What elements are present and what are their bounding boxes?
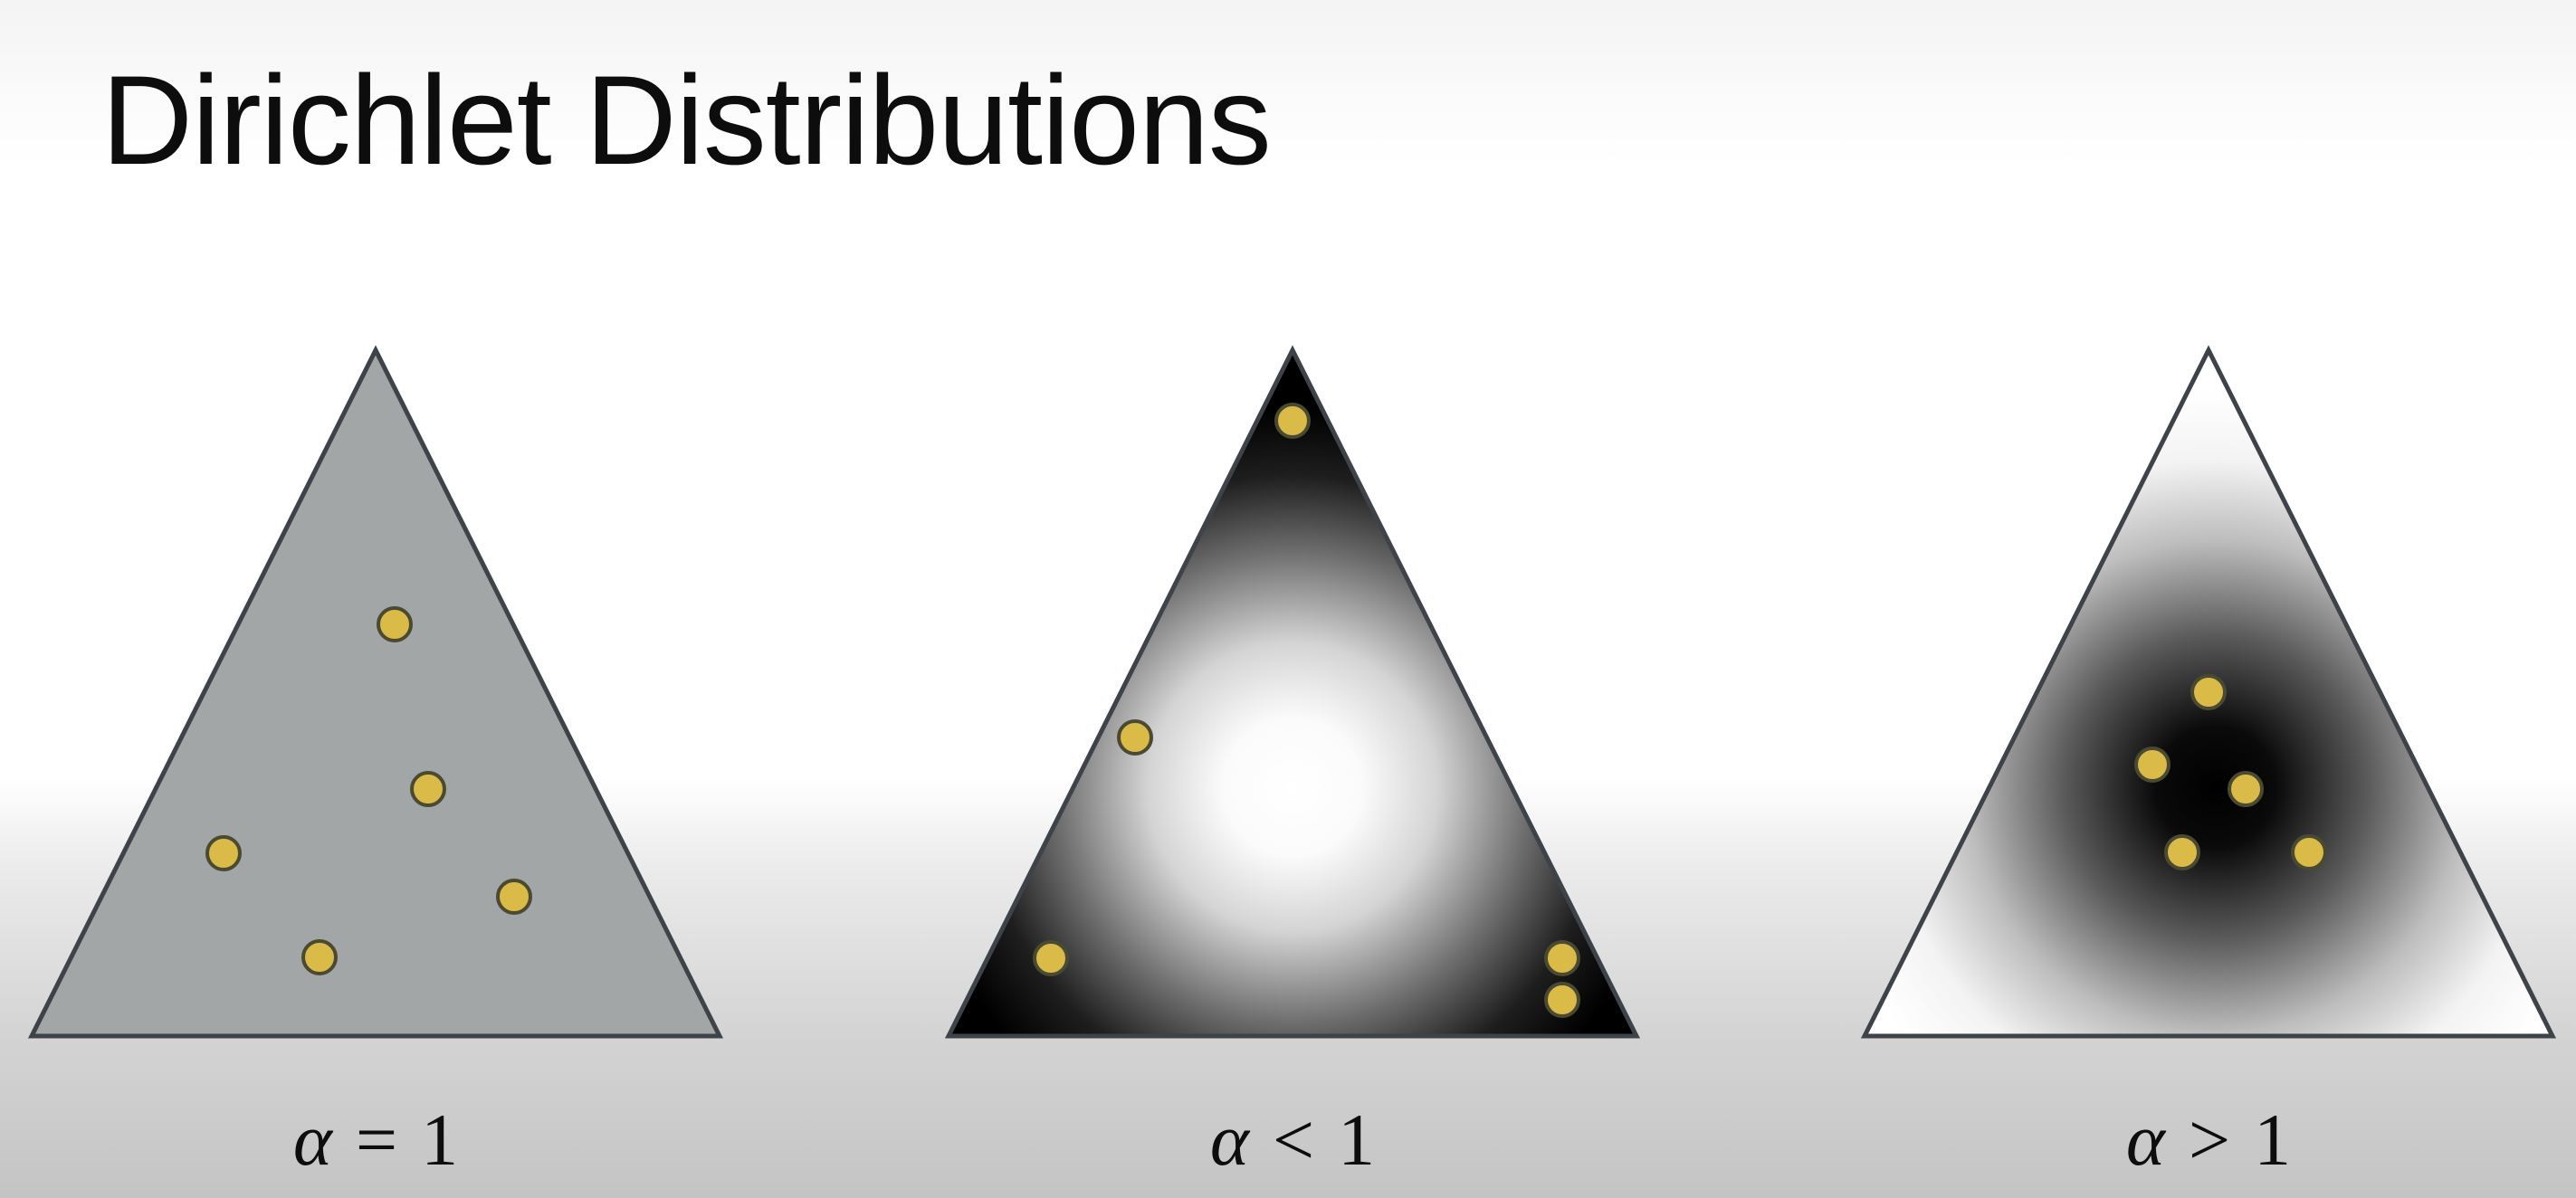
sample-dot [1544,982,1580,1018]
alpha-value: 1 [421,1098,459,1181]
sample-dot [2190,674,2227,710]
sample-dot [1033,940,1069,976]
label-alpha-less-1: α <1 [1111,1095,1474,1185]
relation-symbol: < [1272,1098,1315,1181]
sample-dot [1117,719,1153,756]
sample-dot [2291,834,2327,870]
sample-dot [377,606,413,642]
label-alpha-equal-1: α = 1 [195,1095,557,1185]
sample-dot [1274,403,1311,439]
relation-symbol: > [2188,1098,2231,1181]
slide-title: Dirichlet Distributions [101,49,1272,191]
triangle-uniform [27,345,724,1039]
sample-dot [2228,771,2264,807]
sample-dot [1544,940,1580,976]
sample-dot [2134,746,2171,783]
alpha-symbol: α [1209,1098,1249,1181]
triangle-sparse [944,345,1641,1039]
sample-dot [2164,834,2200,870]
sample-dot [496,879,532,915]
sample-dot [205,835,242,871]
alpha-value: 1 [1338,1098,1376,1181]
alpha-symbol: α [2125,1098,2165,1181]
alpha-value: 1 [2254,1098,2292,1181]
triangle-concentrated [1860,345,2557,1039]
sample-dot [410,771,446,807]
label-alpha-greater-1: α >1 [2027,1095,2390,1185]
sample-dot [301,939,338,975]
relation-symbol: = [355,1098,398,1181]
alpha-symbol: α [292,1098,332,1181]
